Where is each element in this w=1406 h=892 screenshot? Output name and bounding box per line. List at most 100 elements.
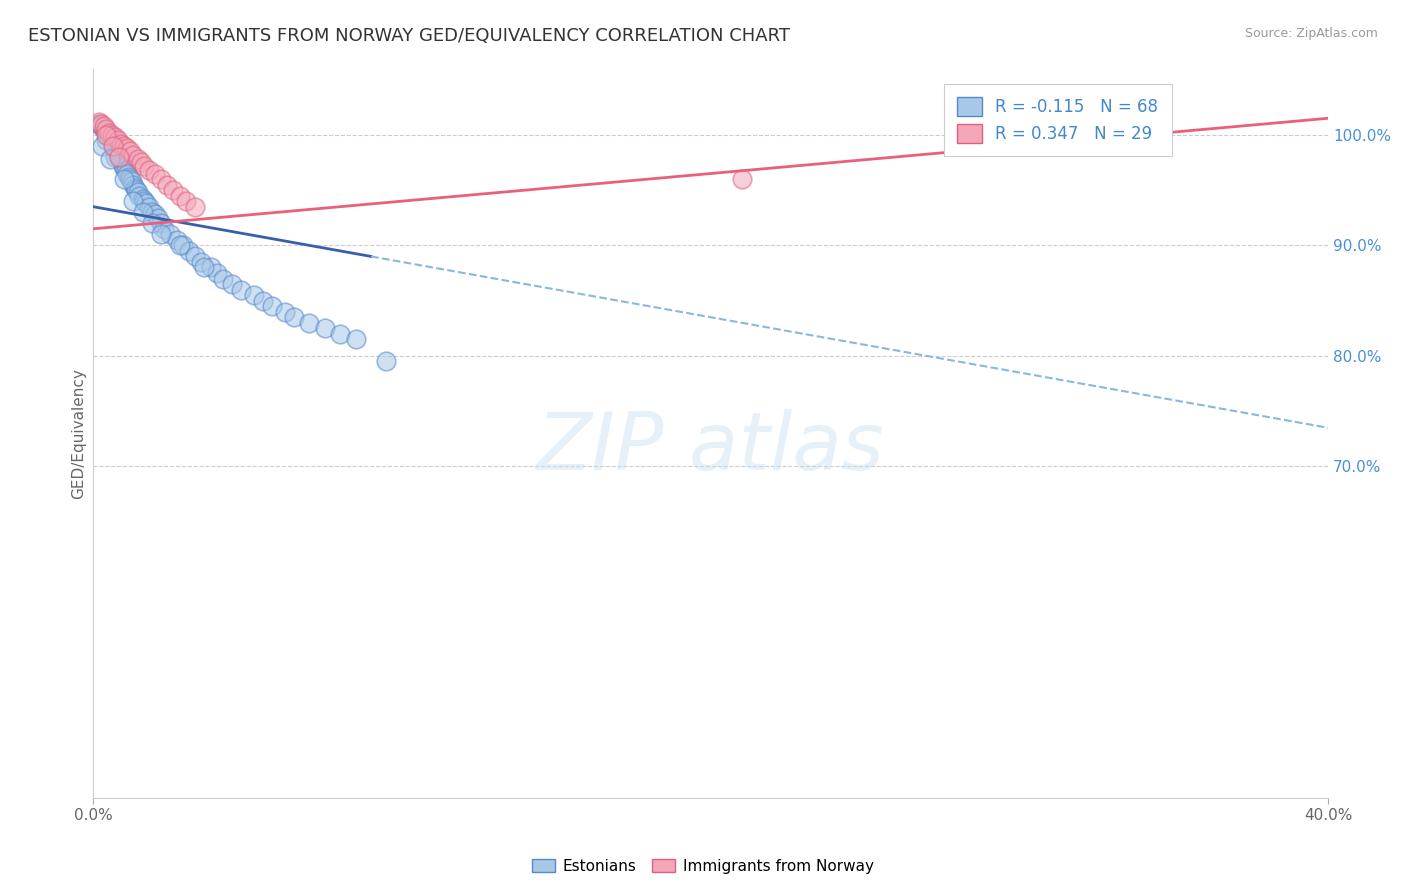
Point	[184, 249, 207, 263]
Point	[127, 152, 149, 166]
Point	[143, 207, 166, 221]
Point	[375, 354, 398, 368]
Point	[231, 283, 253, 297]
Point	[212, 271, 235, 285]
Point	[190, 255, 212, 269]
Point	[131, 192, 153, 206]
Point	[205, 266, 228, 280]
Point	[298, 316, 321, 330]
Point	[87, 117, 110, 131]
Point	[141, 205, 163, 219]
Point	[283, 310, 305, 325]
Point	[143, 167, 166, 181]
Point	[172, 238, 194, 252]
Point	[200, 260, 222, 275]
Point	[114, 163, 136, 178]
Point	[174, 194, 197, 209]
Point	[104, 130, 127, 145]
Point	[252, 293, 274, 308]
Point	[150, 227, 173, 242]
Point	[94, 126, 117, 140]
Point	[129, 155, 152, 169]
Point	[122, 147, 145, 161]
Point	[150, 172, 173, 186]
Point	[112, 139, 135, 153]
Point	[118, 169, 141, 184]
Point	[94, 133, 117, 147]
Point	[329, 326, 352, 341]
Point	[108, 150, 131, 164]
Point	[120, 145, 142, 159]
Point	[146, 211, 169, 225]
Point	[97, 128, 120, 142]
Point	[1024, 95, 1046, 109]
Point	[166, 233, 188, 247]
Point	[131, 205, 153, 219]
Point	[150, 216, 173, 230]
Y-axis label: GED/Equivalency: GED/Equivalency	[72, 368, 86, 499]
Point	[262, 299, 284, 313]
Point	[93, 122, 115, 136]
Point	[94, 122, 117, 136]
Point	[87, 114, 110, 128]
Point	[122, 178, 145, 192]
Point	[134, 194, 156, 209]
Point	[90, 119, 112, 133]
Text: ESTONIAN VS IMMIGRANTS FROM NORWAY GED/EQUIVALENCY CORRELATION CHART: ESTONIAN VS IMMIGRANTS FROM NORWAY GED/E…	[28, 27, 790, 45]
Point	[730, 172, 752, 186]
Legend: Estonians, Immigrants from Norway: Estonians, Immigrants from Norway	[526, 853, 880, 880]
Point	[98, 130, 121, 145]
Point	[104, 141, 127, 155]
Point	[169, 238, 191, 252]
Point	[184, 200, 207, 214]
Text: ZIP atlas: ZIP atlas	[537, 409, 884, 487]
Point	[97, 126, 120, 140]
Point	[112, 161, 135, 175]
Point	[122, 194, 145, 209]
Point	[103, 139, 125, 153]
Point	[105, 145, 128, 159]
Point	[100, 128, 122, 142]
Point	[273, 304, 295, 318]
Point	[111, 159, 134, 173]
Point	[110, 136, 132, 151]
Point	[98, 152, 121, 166]
Text: Source: ZipAtlas.com: Source: ZipAtlas.com	[1244, 27, 1378, 40]
Point	[159, 227, 181, 242]
Point	[221, 277, 243, 291]
Point	[112, 172, 135, 186]
Point	[94, 128, 117, 142]
Point	[121, 174, 143, 188]
Point	[104, 150, 127, 164]
Point	[107, 147, 129, 161]
Point	[162, 183, 184, 197]
Point	[107, 133, 129, 147]
Point	[110, 152, 132, 166]
Point	[91, 139, 114, 153]
Point	[108, 150, 131, 164]
Point	[90, 117, 112, 131]
Point	[127, 186, 149, 200]
Point	[125, 183, 148, 197]
Point	[242, 288, 264, 302]
Point	[115, 167, 138, 181]
Point	[120, 172, 142, 186]
Point	[115, 141, 138, 155]
Point	[103, 139, 125, 153]
Point	[138, 163, 160, 178]
Point	[103, 136, 125, 151]
Legend: R = -0.115   N = 68, R = 0.347   N = 29: R = -0.115 N = 68, R = 0.347 N = 29	[943, 84, 1171, 156]
Point	[100, 133, 122, 147]
Point	[141, 216, 163, 230]
Point	[135, 196, 157, 211]
Point	[177, 244, 200, 258]
Point	[128, 188, 150, 202]
Point	[138, 200, 160, 214]
Point	[314, 321, 336, 335]
Point	[110, 155, 132, 169]
Point	[193, 260, 215, 275]
Point	[153, 222, 176, 236]
Point	[344, 332, 367, 346]
Point	[134, 159, 156, 173]
Point	[169, 188, 191, 202]
